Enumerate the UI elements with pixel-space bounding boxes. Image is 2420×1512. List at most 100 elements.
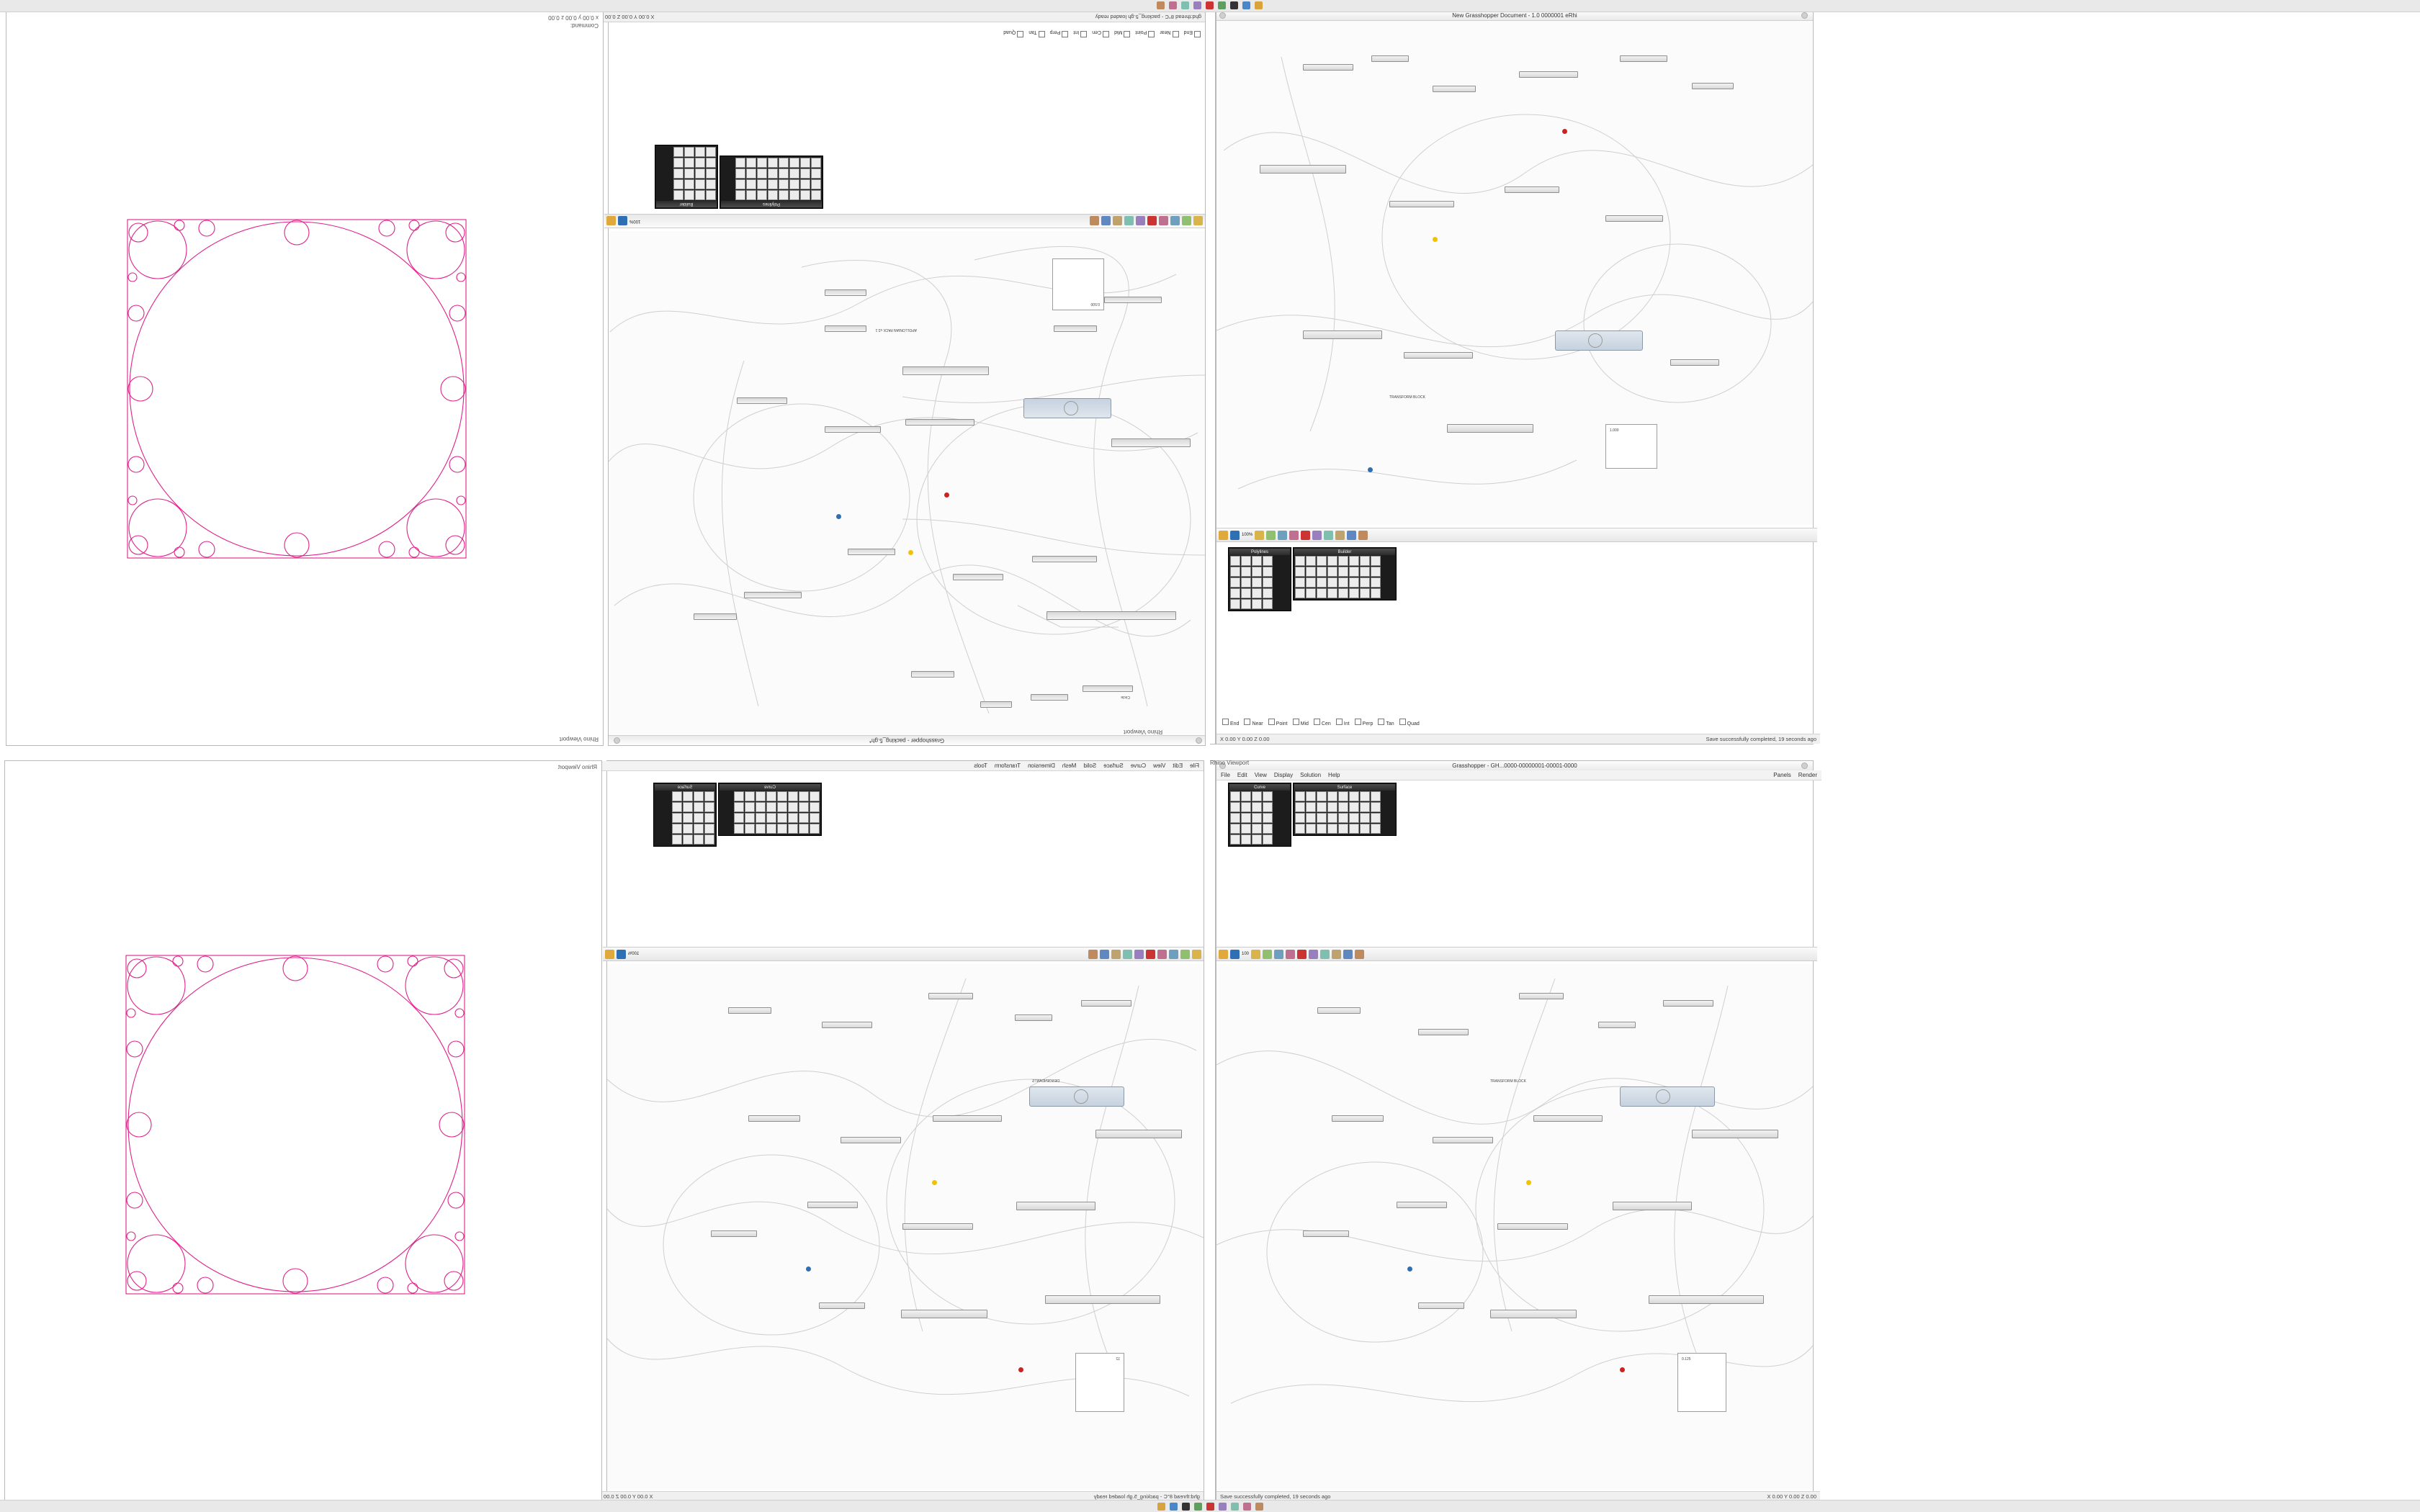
menu-edit[interactable]: Edit xyxy=(1173,762,1183,769)
palette-cell[interactable] xyxy=(1349,802,1359,812)
intersect-tool-icon[interactable] xyxy=(1332,949,1342,959)
menu-file[interactable]: File xyxy=(1221,772,1230,778)
palette-cell[interactable] xyxy=(1295,824,1305,834)
gh-node[interactable] xyxy=(1111,438,1191,447)
vector-tool-icon[interactable] xyxy=(1157,949,1167,959)
palette-cell[interactable] xyxy=(1317,588,1327,598)
rhino-palette-left[interactable]: Curve xyxy=(1228,783,1291,847)
palette-cell[interactable] xyxy=(1252,824,1262,834)
gh-titlebar[interactable]: Grasshopper - packing_5.gh* xyxy=(609,735,1205,745)
grasshopper-window-br[interactable]: Grasshopper - GH...0000-00000001-00001-0… xyxy=(1216,760,1821,1502)
palette-cell[interactable] xyxy=(1327,824,1337,834)
terminal-icon[interactable] xyxy=(1230,1,1239,10)
palette-cell[interactable] xyxy=(1230,824,1240,834)
palette-cell[interactable] xyxy=(683,791,693,801)
rhino-viewport-bl[interactable]: Rhino Viewport xyxy=(4,760,602,1502)
rhino-menubar[interactable]: File Edit View Curve Surface Solid Mesh … xyxy=(599,761,1204,771)
params-tool-icon[interactable] xyxy=(1193,216,1203,226)
palette-cell[interactable] xyxy=(1349,567,1359,577)
terminal-icon[interactable] xyxy=(1181,1502,1190,1511)
palette-cell[interactable] xyxy=(1338,813,1348,823)
palette-cell[interactable] xyxy=(734,802,744,812)
palette-cell[interactable] xyxy=(694,813,704,823)
gh-node[interactable] xyxy=(825,325,866,332)
osnap-perp[interactable]: Perp xyxy=(1050,30,1069,38)
mail-icon[interactable] xyxy=(1242,1502,1251,1511)
rhino-icon[interactable] xyxy=(1206,1502,1214,1511)
gh-node[interactable] xyxy=(1303,64,1353,71)
params-tool-icon[interactable] xyxy=(1192,949,1201,959)
palette-cell[interactable] xyxy=(1241,791,1251,801)
palette-cell[interactable] xyxy=(1230,791,1240,801)
gh-node[interactable] xyxy=(902,366,989,375)
palette-cell[interactable] xyxy=(706,147,716,157)
menu-curve[interactable]: Curve xyxy=(1130,762,1147,769)
gh-node[interactable] xyxy=(1317,1007,1361,1014)
menu-solution[interactable]: Solution xyxy=(1300,772,1322,778)
palette-cell[interactable] xyxy=(756,813,766,823)
palette-cell[interactable] xyxy=(1295,556,1305,566)
palette-cell[interactable] xyxy=(695,190,705,200)
gh-node[interactable] xyxy=(1692,1130,1778,1138)
transform-tool-icon[interactable] xyxy=(1343,949,1353,959)
palette-cell[interactable] xyxy=(1263,577,1273,588)
gh-node[interactable] xyxy=(1605,215,1663,222)
vector-tool-icon[interactable] xyxy=(1159,216,1168,226)
checkbox-icon[interactable] xyxy=(1378,718,1385,725)
gh-node[interactable] xyxy=(1519,993,1564,999)
gh-node[interactable] xyxy=(928,993,973,999)
gh-node[interactable] xyxy=(1104,297,1162,303)
palette-cell[interactable] xyxy=(745,802,755,812)
palette-grid[interactable] xyxy=(655,791,715,845)
palette-cell[interactable] xyxy=(695,179,705,189)
palette-cell[interactable] xyxy=(672,813,682,823)
palette-cell[interactable] xyxy=(1263,813,1273,823)
gh-node[interactable] xyxy=(694,613,737,620)
palette-cell[interactable] xyxy=(673,168,684,179)
palette-cell[interactable] xyxy=(766,791,776,801)
palette-cell[interactable] xyxy=(1306,824,1316,834)
gh-node[interactable] xyxy=(1670,359,1719,366)
gh-node[interactable] xyxy=(1015,1014,1052,1021)
palette-cell[interactable] xyxy=(800,190,810,200)
palette-cell[interactable] xyxy=(694,802,704,812)
checkbox-icon[interactable] xyxy=(1194,31,1201,38)
gh-icon[interactable] xyxy=(1193,1,1202,10)
gh-canvas[interactable]: Circle APOLLONIAN PACK v2.1 xyxy=(608,231,1205,735)
editor-icon[interactable] xyxy=(1218,1,1227,10)
window-dot-icon[interactable] xyxy=(1196,737,1202,744)
palette-cell[interactable] xyxy=(756,791,766,801)
mesh-tool-icon[interactable] xyxy=(1123,949,1132,959)
curve-tool-icon[interactable] xyxy=(1146,949,1155,959)
palette-cell[interactable] xyxy=(1263,567,1273,577)
taskbar-bottom[interactable] xyxy=(0,1500,2420,1512)
palette-cell[interactable] xyxy=(683,834,693,845)
gh-node[interactable] xyxy=(1519,71,1578,78)
palette-cell[interactable] xyxy=(777,802,787,812)
palette-cell[interactable] xyxy=(757,190,767,200)
palette-cell[interactable] xyxy=(768,179,778,189)
palette-cell[interactable] xyxy=(1349,588,1359,598)
save-icon[interactable] xyxy=(618,216,627,226)
browser-icon[interactable] xyxy=(1242,1,1251,10)
gh-canvas[interactable]: DESCENDANTS 12 xyxy=(606,964,1204,1490)
palette-cell[interactable] xyxy=(810,802,820,812)
params-tool-icon[interactable] xyxy=(1251,949,1261,959)
palette-cell[interactable] xyxy=(1349,556,1359,566)
palette-cell[interactable] xyxy=(811,190,821,200)
palette-cell[interactable] xyxy=(1252,791,1262,801)
palette-cell[interactable] xyxy=(1263,588,1273,598)
palette-cell[interactable] xyxy=(779,168,789,179)
save-icon[interactable] xyxy=(1230,530,1240,540)
palette-cell[interactable] xyxy=(1371,556,1381,566)
menu-mesh[interactable]: Mesh xyxy=(1062,762,1077,769)
rhino-palette-right[interactable]: Surface xyxy=(1293,783,1397,836)
display-tool-icon[interactable] xyxy=(1358,530,1368,540)
gh-node[interactable] xyxy=(711,1230,757,1237)
osnap-near[interactable]: Near xyxy=(1160,30,1179,38)
gh-node[interactable] xyxy=(1032,556,1097,562)
window-dot-icon[interactable] xyxy=(1219,762,1226,769)
osnap-tan[interactable]: Tan xyxy=(1028,30,1045,38)
mesh-tool-icon[interactable] xyxy=(1320,949,1330,959)
transform-tool-icon[interactable] xyxy=(1347,530,1357,540)
